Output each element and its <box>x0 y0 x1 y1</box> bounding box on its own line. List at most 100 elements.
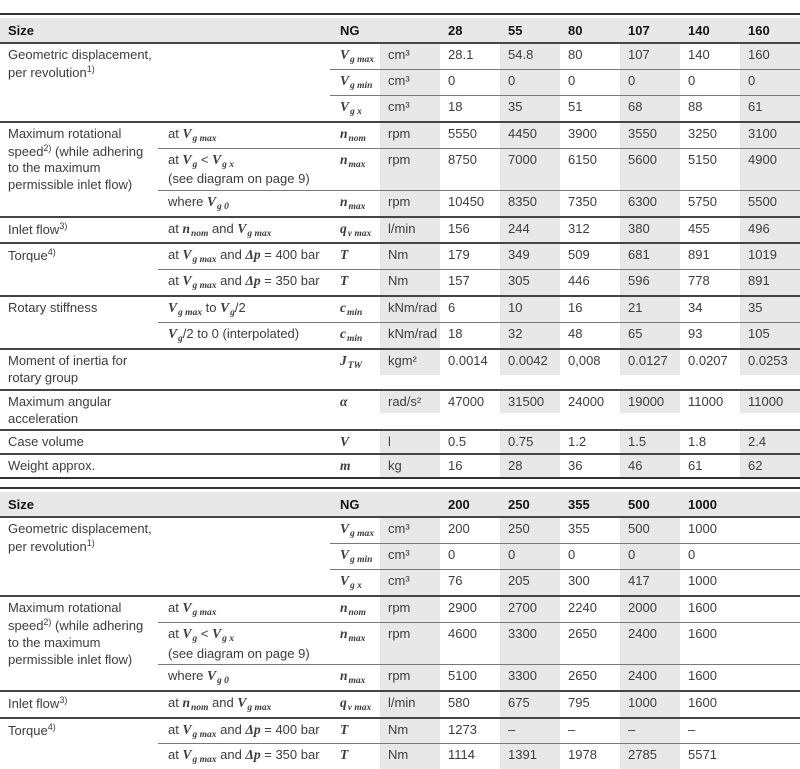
footnote-superscript: 3) <box>59 694 68 705</box>
value-cell: 6 <box>448 300 456 316</box>
value-cell: 21 <box>620 297 680 322</box>
value-cell: 3300 <box>500 621 560 664</box>
subscript-text: max <box>348 201 366 212</box>
value-cell: 0.0042 <box>500 349 560 375</box>
table-header-row: Size NG 200 250 355 500 1000 <box>0 492 800 517</box>
table-row: at Vg < Vg x (see diagram on page 9) nmax r… <box>158 621 800 664</box>
table-row: Vg x cm³ 76 205 300 417 1000 <box>158 568 800 595</box>
subscript-text: g x <box>350 580 362 591</box>
symbol-cell: Vg max <box>330 44 380 69</box>
unit-cell: Nm <box>380 718 440 744</box>
param-label: Geometric displacement, per revolution1) <box>0 44 158 121</box>
value-cell <box>740 621 800 664</box>
group-rows: Vg max cm³ 200 250 355 500 1000 Vg min cm³ 0 0 0 0 0 V… <box>158 518 800 595</box>
table-row: at Vg max and Δp = 400 bar T Nm 1273– – – – <box>158 718 800 744</box>
unit-cell: kgm² <box>380 349 440 375</box>
value-cell: 1391 <box>500 743 560 769</box>
subscript-text: g max <box>178 308 203 319</box>
condition-cell: at Vg max <box>158 597 330 622</box>
value-cell: 1600 <box>680 663 740 690</box>
value-cell: 1600 <box>688 694 717 710</box>
value-cell: 0.5 <box>448 434 467 450</box>
condition-cell <box>158 44 330 69</box>
value-cell: 47000 <box>448 393 485 409</box>
value-cell: 891 <box>740 269 800 296</box>
table-row: m kg 16 28 36 46 61 62 <box>158 455 800 478</box>
value-cell: 2.4 <box>740 431 800 454</box>
table-top-rule <box>0 487 800 492</box>
condition-cell <box>158 431 330 453</box>
value-cell: 62 <box>740 455 800 478</box>
footnote-superscript: 2) <box>43 142 52 153</box>
subscript-text: v max <box>347 228 372 239</box>
param-label: Weight approx. <box>0 455 158 477</box>
table-row: Vg max cm³ 200 250 355 500 1000 <box>158 518 800 544</box>
table-top-rule <box>0 13 800 18</box>
subscript-text: g max <box>192 607 217 618</box>
value-cell: 2400 <box>620 621 680 664</box>
symbol-cell: m <box>330 455 380 477</box>
param-group: Geometric displacement, per revolution1)… <box>0 42 800 121</box>
value-cell: 5571 <box>680 743 740 769</box>
value-cell: 0 <box>680 543 740 569</box>
subscript-text: g 0 <box>217 201 229 212</box>
subscript-text: min <box>347 334 363 344</box>
value-cell: 93 <box>680 322 740 348</box>
value-cell: 1114 <box>440 743 500 769</box>
value-cell: 2400 <box>620 663 680 690</box>
condition-cell <box>158 455 330 477</box>
value-cell: – <box>500 718 560 744</box>
label-text: at <box>168 694 183 710</box>
symbol-cell: nmax <box>330 189 380 216</box>
symbol-cell: α <box>330 391 380 413</box>
condition-cell <box>158 69 330 95</box>
param-group: Maximum angular acceleration α rad/s² 47000… <box>0 388 800 430</box>
value-cell: 5600 <box>620 147 680 190</box>
unit-cell: rpm <box>380 122 440 148</box>
condition-cell: at Vg max <box>158 123 330 148</box>
label-text: to <box>202 300 221 316</box>
ng-header-label: NG <box>340 23 360 38</box>
value-cell: 28 <box>500 455 560 478</box>
unit-cell: cm³ <box>380 543 440 569</box>
value-cell: 36 <box>568 458 583 474</box>
value-cell: 1978 <box>560 743 620 769</box>
value-cell: 681 <box>620 244 680 270</box>
subscript-text: TW <box>347 360 362 371</box>
subscript-text: nom <box>348 607 366 618</box>
group-rows: at Vg max nnom rpm 5550 4450 3900 3550 3250 3100… <box>158 122 800 216</box>
value-cell: 3550 <box>620 122 680 148</box>
value-cell: 300 <box>560 568 620 595</box>
ng-header-label: NG <box>340 497 360 513</box>
group-rows: at Vg max and Δp = 400 bar T Nm 179 349 509 68… <box>158 244 800 296</box>
value-cell: 244 <box>500 217 560 243</box>
value-cell: 34 <box>688 300 703 316</box>
value-cell: 0.0253 <box>740 349 800 375</box>
value-cell: 28.1 <box>448 47 474 62</box>
subscript-text: g <box>192 159 198 170</box>
value-cell: 205 <box>500 568 560 595</box>
symbol-text: n <box>340 599 348 615</box>
subscript-text: g min <box>350 555 373 566</box>
value-cell: 76 <box>440 568 500 595</box>
condition-cell <box>158 391 330 413</box>
symbol-text: T <box>340 721 349 737</box>
symbol-text: V <box>207 193 217 209</box>
value-cell <box>740 518 800 543</box>
value-cell: 80 <box>568 47 583 62</box>
symbol-cell: cmin <box>330 322 380 348</box>
subscript-text: g max <box>350 55 375 65</box>
value-cell: 0 <box>740 68 800 95</box>
value-cell: 446 <box>560 269 620 295</box>
subscript-text: g x <box>350 106 362 117</box>
unit-cell: Nm <box>380 743 440 769</box>
condition-cell <box>158 518 330 543</box>
subscript-text: g <box>178 334 183 344</box>
label-text: and <box>216 747 246 763</box>
unit-cell: rad/s² <box>380 390 440 413</box>
table-row: at Vg max nnom rpm 5550 4450 3900 3550 3250 3100 <box>158 122 800 148</box>
value-cell: 160 <box>740 44 800 69</box>
value-cell: 5150 <box>680 147 740 190</box>
subscript-text: nom <box>348 133 366 144</box>
